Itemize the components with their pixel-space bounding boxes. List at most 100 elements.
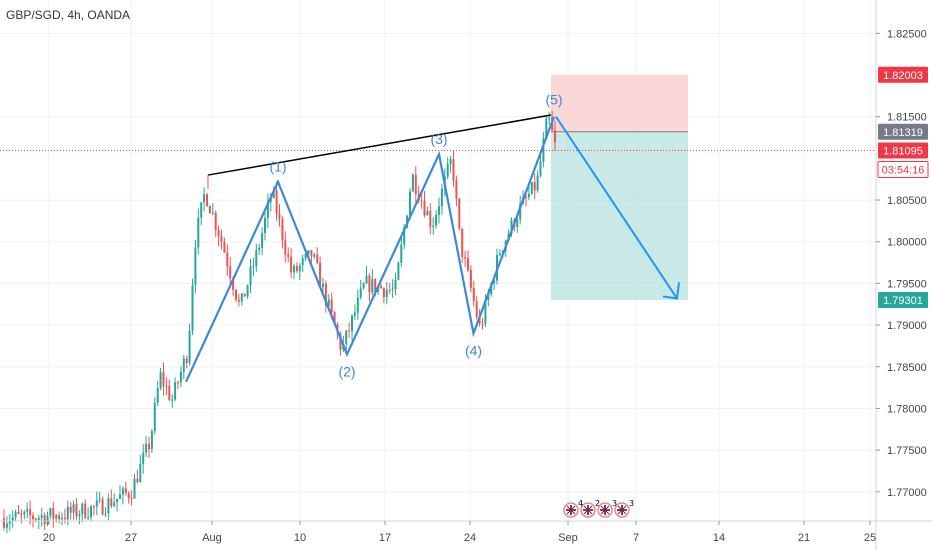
candle-body [34,519,37,521]
candle [156,380,159,407]
candle [200,202,203,226]
candle-body [206,194,208,207]
candle [214,210,217,237]
candle-body [426,210,429,216]
candle [278,204,281,227]
candle-body [339,333,342,350]
candle-body [185,358,188,363]
candle-body [266,201,269,218]
candle-body [72,504,75,513]
candle-body [168,386,171,401]
price-tag-label: 1.82003 [883,70,923,82]
candle [98,491,101,504]
candle-body [333,312,336,325]
price-tags: 1.82003 1.81319 1.81095 03:54:16 1.79301 [877,66,929,309]
candle [101,496,104,516]
candle-body [211,212,214,214]
candle [203,187,206,212]
candle-body [23,511,26,515]
candle-body [420,200,423,202]
candle-body [136,478,139,483]
candle-body [240,293,243,302]
candle [34,517,37,523]
candle [72,500,75,520]
candle [284,231,287,263]
candle-body [130,498,133,500]
candle-body [391,289,394,291]
candle-body [467,258,469,271]
candle-body [539,161,542,176]
candle [148,436,150,458]
candle [414,166,417,203]
candle [391,279,394,298]
candle [481,317,484,330]
candle [240,292,243,306]
candle-body [255,250,258,267]
event-markers[interactable]: 4 2 3 3 [563,499,634,518]
candle-body [397,262,400,280]
candle-body [40,515,43,518]
candle-body [327,299,330,306]
candle [452,150,455,187]
candle-body [429,210,432,227]
candle [179,366,182,388]
candle-body [261,233,264,248]
y-tick-label: 1.80000 [887,237,927,249]
candle [220,229,223,250]
candle [243,293,246,297]
projection-arrow [555,116,678,299]
candle-body [536,175,539,191]
candle [464,250,467,267]
candle-body [119,494,121,499]
candle-body [380,285,382,289]
price-tag-stop-loss: 1.82003 [878,66,928,83]
candle [440,183,443,215]
candle [217,225,220,247]
candle-body [510,219,513,234]
candle-body [43,515,46,525]
candle-body [5,523,8,528]
candle [458,198,461,231]
candle-body [182,358,185,372]
candle [52,501,55,528]
candle-body [548,117,551,119]
candle [78,510,81,525]
candle [37,514,40,530]
candle [385,281,388,305]
candle [124,481,127,496]
economic-event-flag-icon: 3 [597,499,617,518]
y-tick-label: 1.79000 [887,320,927,332]
candle [107,493,110,521]
candle-body [104,513,107,515]
price-tag-last-price: 1.81095 [878,142,928,159]
candle-body [290,256,293,273]
candle-body [472,288,475,302]
candle [81,502,84,523]
candle [26,502,29,519]
candle [533,173,536,200]
y-tick-label: 1.78500 [887,362,927,374]
candle [211,203,214,216]
candle [356,289,359,320]
candle [467,250,469,273]
candle-body [284,240,287,255]
candle [110,489,113,509]
candle-body [217,229,220,237]
candle-body [90,506,92,518]
candle [206,193,208,207]
candle [40,507,43,527]
candle [266,193,269,228]
candle [150,428,153,454]
candle [121,486,124,505]
candle-body [121,488,124,495]
x-tick-label: 7 [633,532,639,544]
candle-body [498,253,501,256]
candle-body [455,180,458,199]
candle-body [478,316,481,324]
candle [365,266,368,285]
candle-body [554,130,556,143]
drawings[interactable]: (1) (2) (3) (4) (5) [0,92,876,383]
candle-body [20,513,23,515]
candle-body [101,499,104,515]
